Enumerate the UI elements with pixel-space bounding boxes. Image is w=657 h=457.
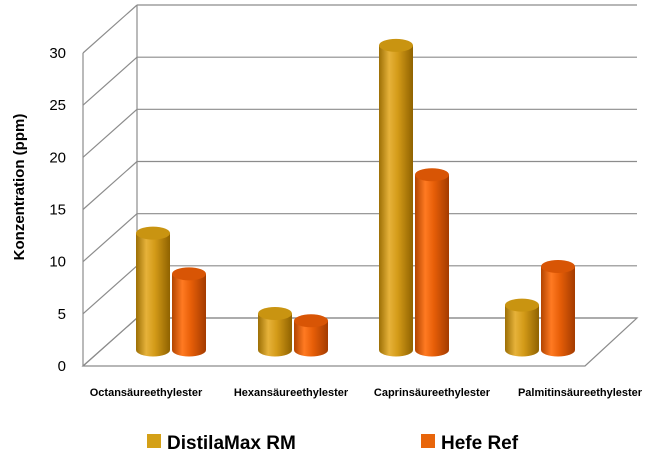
y-tick-label: 10	[49, 254, 66, 271]
legend-item: Hefe Ref	[421, 433, 519, 454]
gridline-diagonal	[82, 108, 138, 158]
y-tick-label: 5	[58, 306, 66, 323]
gridline-diagonal	[82, 213, 138, 263]
gridline-diagonal	[82, 56, 138, 106]
bar	[294, 314, 328, 357]
legend-label: Hefe Ref	[441, 433, 519, 454]
bar	[136, 226, 170, 357]
bar-top	[172, 267, 206, 281]
category-label: Octansäureethylester	[90, 387, 203, 399]
bar-top	[294, 314, 328, 328]
bar	[379, 38, 413, 357]
legend-label: DistilaMax RM	[167, 433, 296, 454]
legend-item: DistilaMax RM	[147, 433, 296, 454]
bar-top	[541, 260, 575, 274]
category-label: Hexansäureethylester	[234, 387, 349, 399]
bar-top	[415, 168, 449, 182]
y-tick-label: 15	[49, 202, 66, 219]
bar-body	[172, 273, 206, 357]
bar-top	[136, 226, 170, 240]
bar-top	[379, 38, 413, 52]
legend-swatch	[421, 434, 435, 448]
bar-body	[258, 313, 292, 357]
y-tick-label: 0	[58, 358, 66, 375]
bar-body	[294, 320, 328, 357]
chart-floor	[81, 317, 639, 367]
legend-swatch	[147, 434, 161, 448]
bar-body	[541, 266, 575, 357]
category-label: Palmitinsäureethylester	[518, 387, 643, 399]
gridline-diagonal	[82, 4, 138, 54]
y-tick-label: 25	[49, 97, 66, 114]
bar	[505, 298, 539, 357]
bar	[172, 267, 206, 357]
bar	[415, 168, 449, 357]
gridline-diagonal	[82, 161, 138, 210]
bar-body	[415, 174, 449, 357]
y-tick-label: 20	[49, 149, 66, 166]
gridline-diagonal	[82, 265, 138, 315]
bar-top	[258, 306, 292, 320]
bar	[541, 260, 575, 357]
y-tick-label: 30	[49, 45, 66, 62]
bar-top	[505, 298, 539, 312]
bar-body	[136, 233, 170, 357]
bar-body	[379, 45, 413, 357]
bar-body	[505, 305, 539, 357]
y-axis-label: Konzentration (ppm)	[11, 114, 28, 261]
bar	[258, 306, 292, 357]
category-label: Caprinsäureethylester	[374, 387, 491, 399]
